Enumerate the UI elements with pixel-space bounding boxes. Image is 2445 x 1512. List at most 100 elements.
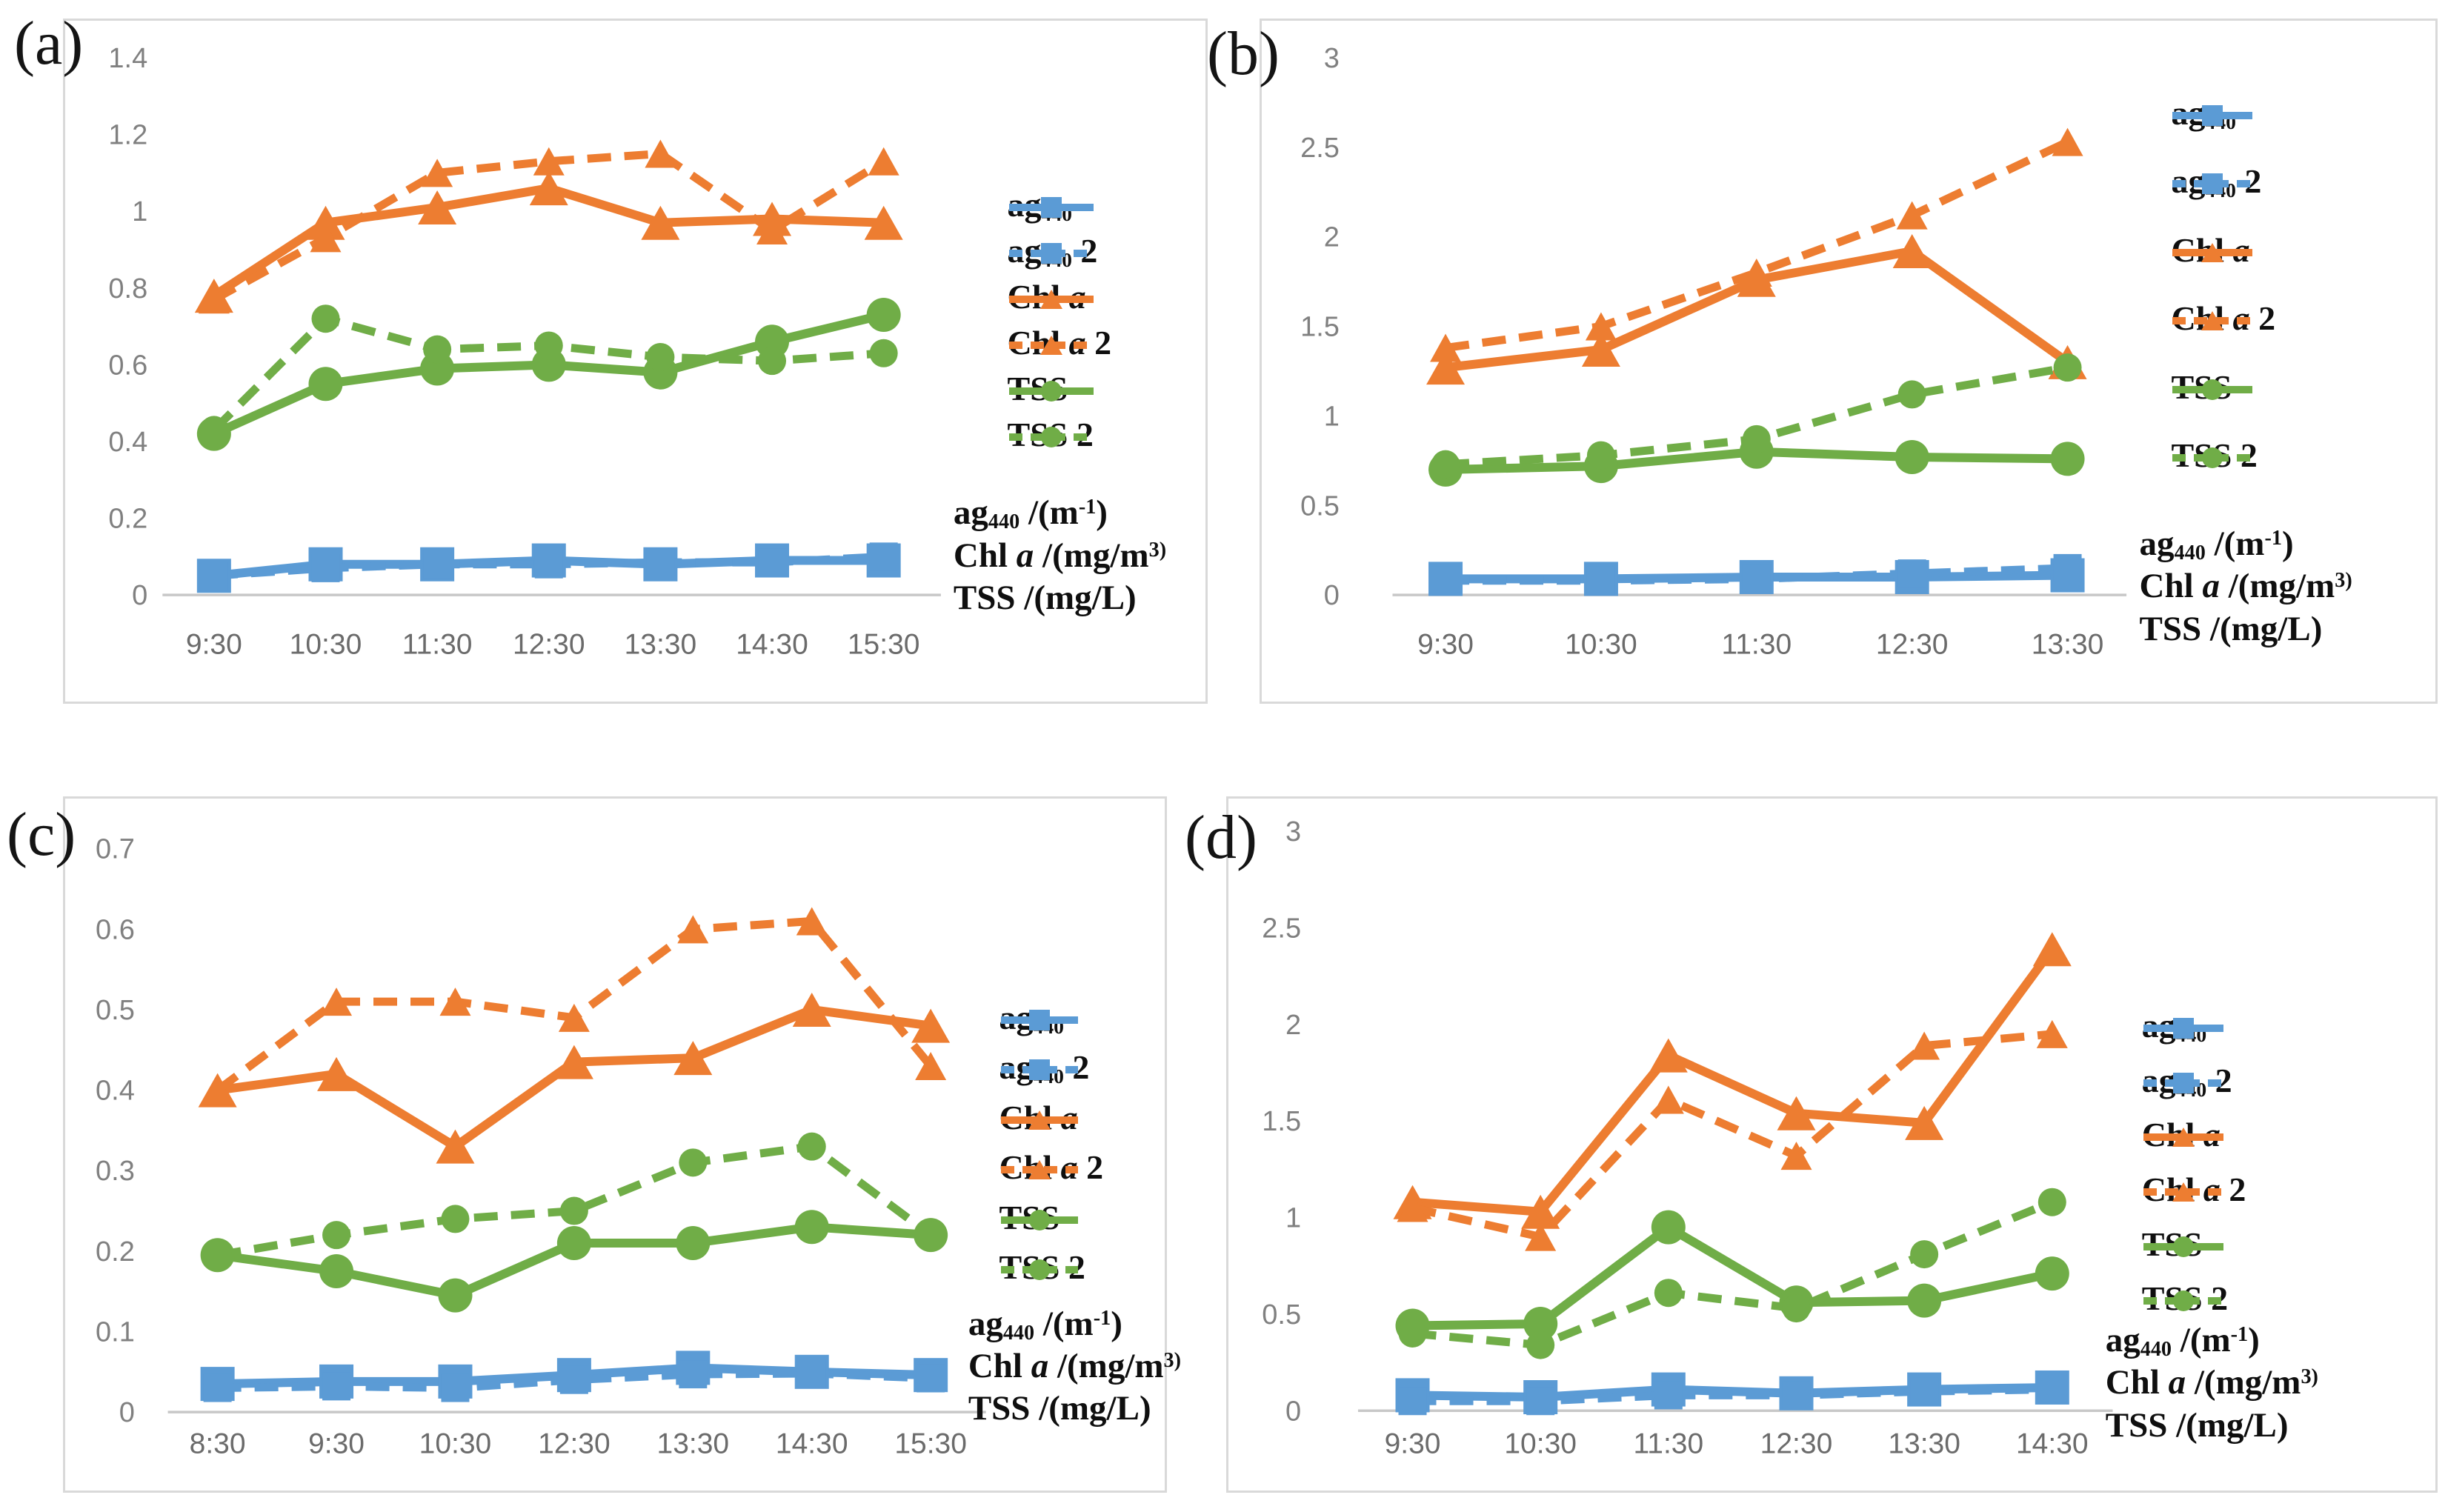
series-chl_a_2-point-14:30 — [756, 216, 788, 245]
series-tss-point-15:30 — [866, 298, 901, 333]
series-tss_2-point-9:30 — [1398, 1319, 1427, 1348]
series-tss-point-13:30 — [676, 1226, 711, 1261]
series-ag440_2-point-10:30 — [1586, 566, 1615, 595]
axis-units-line-3: TSS /(mg/L) — [2139, 609, 2323, 648]
chart-b: 0 0.5 1 1.5 2 2.5 3 9:30 10:30 11:30 12:30 13:30 — [1300, 43, 2127, 661]
panel-c: (c) 0 0.1 0.2 0.3 0.4 0.5 0.6 0.7 8:30 9:30 10:30 12… — [7, 796, 1181, 1493]
series-ag440_2-b — [1431, 553, 2082, 595]
y-tick-b-2.5: 2.5 — [1300, 133, 1340, 164]
legend-marker-chl_a-icon — [2172, 1128, 2195, 1148]
series-ag440_2-point-9:30 — [1431, 566, 1460, 595]
series-tss_2-point-9:30 — [322, 1221, 351, 1250]
x-label-c-9:30: 9:30 — [308, 1428, 365, 1460]
legend-item-ag440_2-b: ag440 2 — [2171, 164, 2261, 201]
legend-item-tss_2-c: TSS 2 — [999, 1250, 1085, 1285]
series-chl_a-point-12:30 — [1777, 1096, 1816, 1130]
axis-units-line-1: ag440 /(m-1) — [2139, 524, 2294, 565]
series-tss_2-point-10:30 — [1586, 441, 1615, 470]
legend-item-chl_a-d: Chl a — [2142, 1118, 2223, 1152]
series-chl_a-point-13:30 — [673, 1041, 713, 1076]
y-tick-a-1: 1 — [132, 196, 147, 227]
series-chl_a_2-point-9:30 — [321, 988, 353, 1016]
series-ag440_2-point-14:30 — [797, 1359, 826, 1388]
series-tss-point-11:30 — [1651, 1210, 1686, 1245]
y-tick-c-0: 0 — [119, 1397, 135, 1428]
x-label-c-12:30: 12:30 — [538, 1428, 611, 1460]
series-tss_2-point-9:30 — [199, 416, 228, 444]
legend-item-chl_a-c: Chl a — [999, 1100, 1078, 1135]
axis-units-line-1: ag440 /(m-1) — [968, 1304, 1122, 1345]
series-ag440_2-point-13:30 — [646, 548, 675, 577]
y-tick-c-0.1: 0.1 — [96, 1317, 135, 1348]
series-tss_2-point-14:30 — [797, 1132, 826, 1161]
legend-swatch-tss — [2172, 379, 2253, 400]
series-tss_2-line — [1412, 1198, 2054, 1350]
series-chl_a_2-line — [1411, 1030, 2053, 1242]
y-tick-d-2.5: 2.5 — [1262, 913, 1301, 945]
series-ag440_2-point-10:30 — [311, 553, 340, 582]
series-tss_2-point-12:30 — [534, 331, 563, 360]
series-chl_a_2-point-12:30 — [533, 147, 565, 176]
series-tss_2-point-15:30 — [869, 339, 898, 367]
series-ag440_2-point-10:30 — [1526, 1387, 1555, 1416]
legend-item-tss-d: TSS — [2142, 1227, 2223, 1262]
legend-swatch-ag440_2 — [2172, 173, 2253, 195]
chart-c: 0 0.1 0.2 0.3 0.4 0.5 0.6 0.7 8:30 9:30 10:30 12:30… — [96, 834, 986, 1460]
series-ag440_2-point-13:30 — [2053, 553, 2082, 582]
series-chl_a-c — [198, 992, 951, 1164]
x-label-d-14:30: 14:30 — [2016, 1428, 2089, 1460]
series-tss_2-point-11:30 — [423, 335, 452, 364]
series-tss-point-10:30 — [308, 367, 343, 402]
panel-letter-c: (c) — [7, 800, 76, 869]
series-chl_a-line — [1412, 946, 2056, 1216]
series-ag440_2-point-11:30 — [1654, 1381, 1683, 1410]
legend-swatch-chl_a_2 — [2172, 311, 2253, 331]
series-tss-point-13:30 — [1907, 1283, 1942, 1318]
series-chl_a-point-9:30 — [317, 1056, 356, 1091]
series-chl_a-point-10:30 — [1581, 332, 1620, 367]
series-tss_2-point-10:30 — [1526, 1331, 1555, 1359]
legend-swatch-chl_a — [2143, 1128, 2223, 1148]
series-ag440_2-point-12:30 — [534, 550, 563, 579]
legend-swatch-chl_a_2 — [1000, 1160, 1078, 1180]
legend-item-ag440-c: ag440 — [999, 1000, 1078, 1036]
x-label-b-11:30: 11:30 — [1721, 629, 1792, 661]
series-tss_2-d — [1398, 1188, 2066, 1359]
chart-a: 0 0.2 0.4 0.6 0.8 1 1.2 1.4 9:30 10:30 11:30 12:30 1… — [108, 43, 941, 661]
legend-marker-tss-icon — [2202, 379, 2223, 400]
series-tss_2-point-13:30 — [2053, 353, 2082, 382]
legend-marker-tss-icon — [2172, 1236, 2194, 1257]
x-label-b-12:30: 12:30 — [1876, 629, 1949, 661]
x-label-d-11:30: 11:30 — [1633, 1428, 1703, 1460]
x-label-d-10:30: 10:30 — [1504, 1428, 1577, 1460]
y-tick-d-2: 2 — [1285, 1010, 1301, 1041]
axis-units-line-1: ag440 /(m-1) — [953, 493, 1108, 534]
axis-units-line-3: TSS /(mg/L) — [2105, 1405, 2289, 1445]
legend-marker-chl_a_2-icon — [1039, 336, 1062, 356]
y-tick-c-0.2: 0.2 — [96, 1236, 135, 1268]
series-chl_a_2-point-10:30 — [1525, 1222, 1557, 1251]
legend-swatch-chl_a_2 — [1008, 336, 1094, 356]
panel-d: (d) 0 0.5 1 1.5 2 2.5 3 9:30 10:30 11:30 12:30 13:30… — [1185, 796, 2438, 1493]
legend-swatch-chl_a — [2172, 242, 2253, 262]
series-chl_a-point-10:30 — [1521, 1194, 1560, 1229]
y-tick-d-0.5: 0.5 — [1262, 1299, 1301, 1331]
series-chl_a_2-point-13:30 — [677, 915, 709, 944]
series-chl_a_2-point-12:30 — [1780, 1142, 1812, 1170]
series-ag440_2-point-9:30 — [199, 562, 228, 590]
y-tick-a-0: 0 — [132, 580, 147, 611]
series-tss-line — [1412, 1222, 2054, 1331]
legend-marker-chl_a_2-icon — [2201, 311, 2224, 331]
y-tick-b-2: 2 — [1324, 222, 1340, 253]
legend-swatch-tss — [1008, 381, 1094, 402]
chart-d: 0 0.5 1 1.5 2 2.5 3 9:30 10:30 11:30 12:30 13:30 14:… — [1262, 816, 2113, 1460]
x-label-a-12:30: 12:30 — [513, 629, 585, 661]
series-ag440_2-point-11:30 — [1742, 564, 1771, 593]
series-chl_a-point-11:30 — [418, 190, 457, 224]
series-tss_2-point-12:30 — [1897, 380, 1926, 409]
panel-letter-a: (a) — [14, 9, 84, 78]
legend-swatch-chl_a_2 — [2143, 1182, 2223, 1202]
y-tick-b-0: 0 — [1324, 580, 1340, 611]
legend-item-chl_a_2-d: Chl a 2 — [2142, 1173, 2246, 1207]
legend-marker-ag440-icon — [1040, 196, 1062, 218]
